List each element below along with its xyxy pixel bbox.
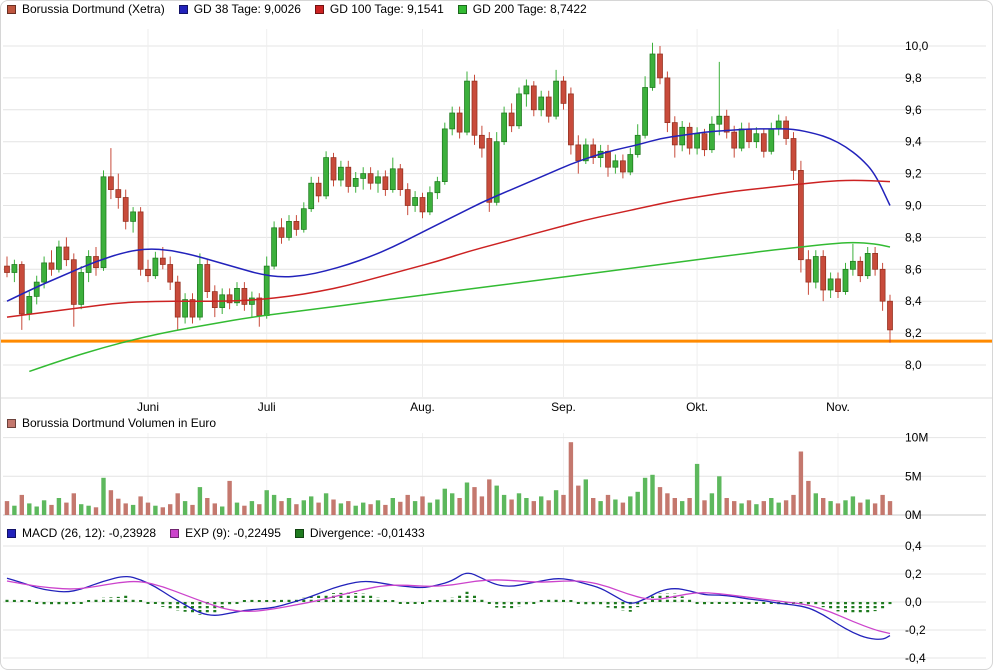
legend-item-gd200: GD 200 Tage: 8,7422 [457,2,587,16]
svg-text:0,0: 0,0 [905,595,922,609]
svg-text:8,6: 8,6 [905,262,922,276]
macd-legend-label: MACD (26, 12): -0,23928 [22,526,157,540]
divergence-color-swatch-icon [294,529,304,538]
svg-text:-0,4: -0,4 [905,651,926,665]
month-tick-label: Nov. [826,400,850,414]
instrument-legend-label: Borussia Dortmund (Xetra) [22,2,165,16]
gd38-color-swatch-icon [178,5,188,14]
month-tick-label: Okt. [686,400,708,414]
svg-text:-0,2: -0,2 [905,623,926,637]
gd200-color-swatch-icon [457,5,467,14]
legend-item-volume: Borussia Dortmund Volumen in Euro [7,417,216,430]
legend-item-gd100: GD 100 Tage: 9,1541 [314,2,444,16]
legend-item-divergence: Divergence: -0,01433 [294,526,425,540]
gd100-color-swatch-icon [314,5,324,14]
svg-text:9,2: 9,2 [905,167,922,181]
gd100-legend-label: GD 100 Tage: 9,1541 [329,2,444,16]
month-tick-label: Sep. [551,400,576,414]
svg-text:8,8: 8,8 [905,230,922,244]
svg-text:9,8: 9,8 [905,71,922,85]
svg-text:0,2: 0,2 [905,567,922,581]
svg-text:0,4: 0,4 [905,539,922,553]
legend-item-instrument: Borussia Dortmund (Xetra) [7,3,165,16]
instrument-color-swatch-icon [7,5,16,14]
svg-text:5M: 5M [905,469,922,483]
svg-text:9,6: 9,6 [905,103,922,117]
gd38-legend-label: GD 38 Tage: 9,0026 [193,2,301,16]
legend-item-exp: EXP (9): -0,22495 [170,527,281,540]
volume-legend: Borussia Dortmund Volumen in Euro [7,417,230,430]
gd200-legend-label: GD 200 Tage: 8,7422 [472,2,587,16]
month-tick-label: Juni [137,400,159,414]
macd-legend: MACD (26, 12): -0,23928 EXP (9): -0,2249… [7,527,439,540]
month-tick-label: Juli [258,400,276,414]
volume-legend-label: Borussia Dortmund Volumen in Euro [22,416,217,430]
price-legend: Borussia Dortmund (Xetra) GD 38 Tage: 9,… [7,3,601,16]
svg-text:10,0: 10,0 [905,39,929,53]
svg-text:0M: 0M [905,508,922,522]
svg-text:8,0: 8,0 [905,358,922,372]
svg-text:8,4: 8,4 [905,294,922,308]
month-tick-label: Aug. [410,400,435,414]
divergence-legend-label: Divergence: -0,01433 [309,526,425,540]
svg-text:9,0: 9,0 [905,199,922,213]
exp-legend-label: EXP (9): -0,22495 [185,526,281,540]
legend-item-macd: MACD (26, 12): -0,23928 [7,527,156,540]
legend-item-gd38: GD 38 Tage: 9,0026 [178,2,301,16]
svg-text:10M: 10M [905,431,928,445]
exp-color-swatch-icon [170,529,180,538]
svg-text:8,2: 8,2 [905,326,922,340]
svg-text:9,4: 9,4 [905,135,922,149]
volume-color-swatch-icon [7,419,16,428]
macd-color-swatch-icon [7,529,16,538]
